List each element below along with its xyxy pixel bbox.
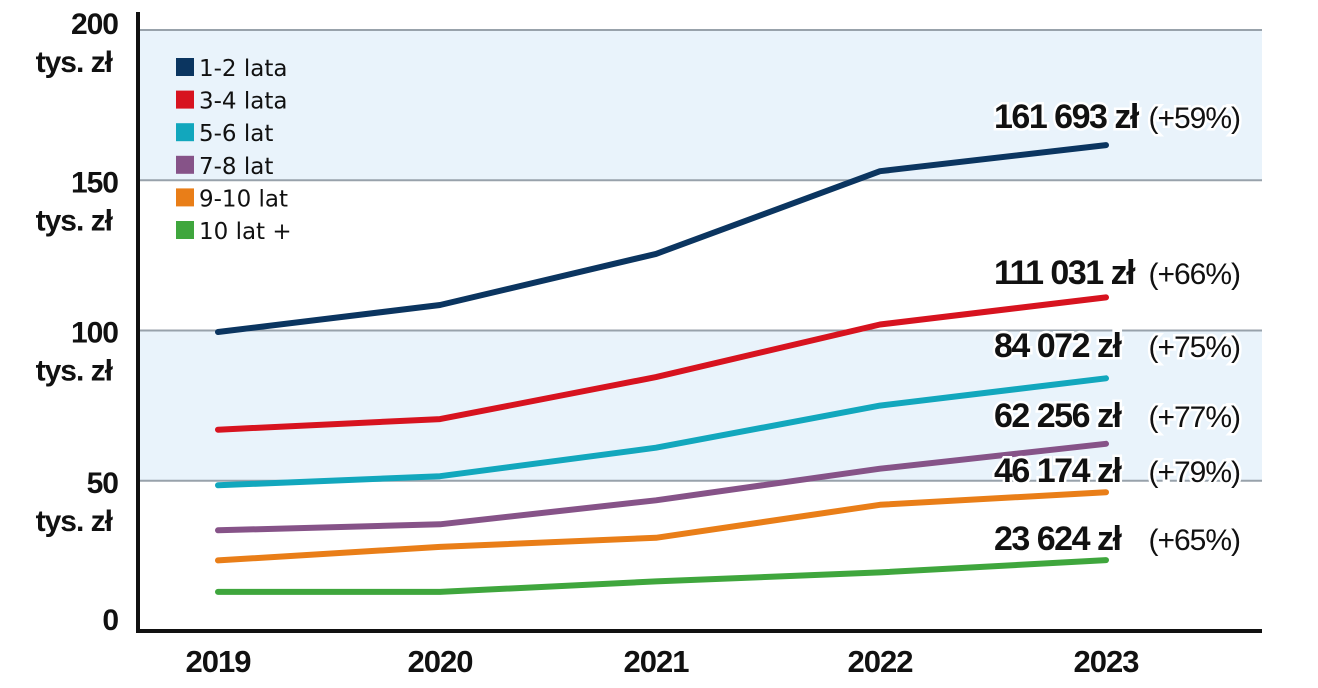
y-tick-value: 100 (71, 317, 118, 350)
y-tick-150: 150 tys. zł (36, 166, 120, 237)
legend-label: 1-2 lata (199, 56, 287, 82)
y-tick-value: 0 (102, 604, 118, 637)
end-label-change: (+79%) (1148, 456, 1240, 489)
y-tick-unit: tys. zł (36, 505, 114, 538)
series-line-9-10-lat (215, 489, 1109, 564)
x-tick-2019: 2019 (186, 644, 252, 679)
legend: 1-2 lata 3-4 lata 5-6 lat 7-8 lat 9-10 lat 10… (176, 56, 292, 245)
end-label: 62 256 zł (+77%) (992, 395, 1244, 438)
legend-item: 3-4 lata (176, 89, 287, 115)
legend-item: 5-6 lat (176, 121, 273, 147)
y-tick-value: 200 (71, 8, 118, 41)
x-tick-2022: 2022 (848, 644, 913, 679)
legend-label: 3-4 lata (199, 89, 287, 115)
y-tick-unit: tys. zł (36, 204, 114, 237)
x-tick-2023: 2023 (1074, 644, 1140, 679)
y-axis-ticks: 200 tys. zł 150 tys. zł 100 tys. zł 50 tys. zł 0 (36, 8, 120, 637)
end-label-change: (+75%) (1148, 331, 1240, 364)
legend-item: 7-8 lat (176, 154, 273, 180)
legend-swatch (176, 221, 194, 239)
end-label-value: 84 072 zł (994, 327, 1122, 365)
series-line-1-2-lata (215, 142, 1109, 335)
legend-swatch (176, 188, 194, 207)
y-tick-value: 50 (87, 467, 119, 500)
y-tick-100: 100 tys. zł (36, 317, 120, 388)
legend-label: 7-8 lat (199, 154, 273, 180)
series-line-10-lat- (215, 557, 1109, 595)
series-line-7-8-lat (215, 440, 1109, 534)
x-tick-2020: 2020 (408, 644, 473, 679)
x-tick-2021: 2021 (624, 644, 690, 679)
legend-swatch (176, 123, 194, 142)
series-line-3-4-lata (215, 294, 1109, 433)
y-tick-unit: tys. zł (36, 355, 114, 388)
series-lines (215, 142, 1109, 595)
shaded-band-0 (138, 30, 1262, 181)
axes (136, 12, 1262, 633)
end-label: 84 072 zł (+75%) (992, 325, 1244, 368)
end-label: 161 693 zł (+59%) (992, 96, 1244, 139)
legend-item: 1-2 lata (176, 56, 287, 82)
y-tick-unit: tys. zł (36, 46, 114, 79)
legend-label: 9-10 lat (199, 186, 288, 212)
end-label-change: (+59%) (1148, 102, 1240, 135)
end-label: 46 174 zł (+79%) (992, 450, 1244, 493)
end-label-change: (+77%) (1148, 401, 1240, 434)
y-tick-0: 0 (102, 604, 119, 637)
end-label-change: (+65%) (1148, 524, 1240, 557)
end-label-value: 23 624 zł (994, 520, 1122, 558)
legend-swatch (176, 155, 194, 174)
legend-item: 10 lat + (176, 219, 292, 245)
end-label-change: (+66%) (1148, 258, 1240, 291)
legend-label: 10 lat + (199, 219, 292, 245)
end-value-labels: 161 693 zł (+59%) 111 031 zł (+66%) 84 072 z… (992, 96, 1244, 561)
legend-swatch (176, 58, 194, 76)
end-label-value: 62 256 zł (994, 397, 1122, 435)
end-label: 23 624 zł (+65%) (992, 518, 1244, 561)
end-label: 111 031 zł (+66%) (992, 252, 1244, 295)
end-label-value: 111 031 zł (994, 254, 1136, 292)
series-line-5-6-lat (215, 375, 1109, 489)
shaded-bands (138, 30, 1262, 481)
legend-label: 5-6 lat (199, 121, 273, 147)
end-label-value: 161 693 zł (994, 98, 1140, 136)
x-axis-ticks: 2019 2020 2021 2022 2023 (186, 644, 1141, 679)
legend-swatch (176, 90, 194, 109)
legend-item: 9-10 lat (176, 186, 288, 212)
end-label-value: 46 174 zł (994, 452, 1122, 490)
y-tick-50: 50 tys. zł (36, 467, 120, 538)
shaded-band-1 (138, 330, 1262, 481)
y-tick-200: 200 tys. zł (36, 8, 120, 79)
y-tick-value: 150 (71, 166, 118, 199)
